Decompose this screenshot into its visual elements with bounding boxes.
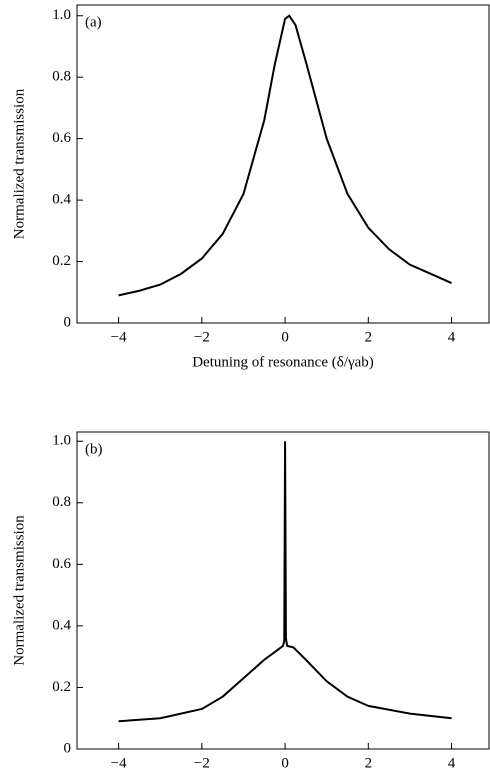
x-axis-label: Detuning of resonance (δ/γab) (192, 354, 374, 370)
y-tick-label: 0.2 (52, 679, 71, 695)
x-tick-label: 4 (448, 329, 456, 345)
y-tick-label: 0.2 (52, 253, 71, 269)
x-tick-label: 2 (365, 755, 373, 771)
plot-frame (76, 431, 490, 750)
x-tick-label: 4 (448, 755, 456, 771)
y-tick-label: 0.6 (52, 130, 71, 146)
y-tick-label: 0.8 (52, 494, 71, 510)
panel-label: (b) (85, 441, 103, 457)
x-tick-label: −4 (111, 329, 127, 345)
x-tick-label: 2 (365, 329, 373, 345)
y-axis-label: Normalized transmission (11, 88, 27, 239)
curve (118, 14, 452, 297)
y-tick-label: 0.4 (52, 617, 71, 633)
x-tick-label: 0 (281, 329, 289, 345)
panel-label: (a) (85, 14, 102, 30)
plot-frame (76, 4, 490, 324)
y-tick-label: 1.0 (52, 433, 71, 449)
x-tick-label: −2 (194, 755, 210, 771)
y-tick-label: 0.4 (52, 192, 71, 208)
y-tick-label: 0.8 (52, 69, 71, 85)
x-tick-label: −4 (111, 755, 127, 771)
y-tick-label: 0.6 (52, 556, 71, 572)
y-tick-label: 1.0 (52, 7, 71, 23)
y-axis-label: Normalized transmission (11, 515, 27, 666)
y-tick-label: 0 (64, 314, 72, 330)
x-tick-label: 0 (281, 755, 289, 771)
x-tick-label: −2 (194, 329, 210, 345)
y-tick-label: 0 (64, 740, 72, 756)
curve (118, 441, 452, 723)
